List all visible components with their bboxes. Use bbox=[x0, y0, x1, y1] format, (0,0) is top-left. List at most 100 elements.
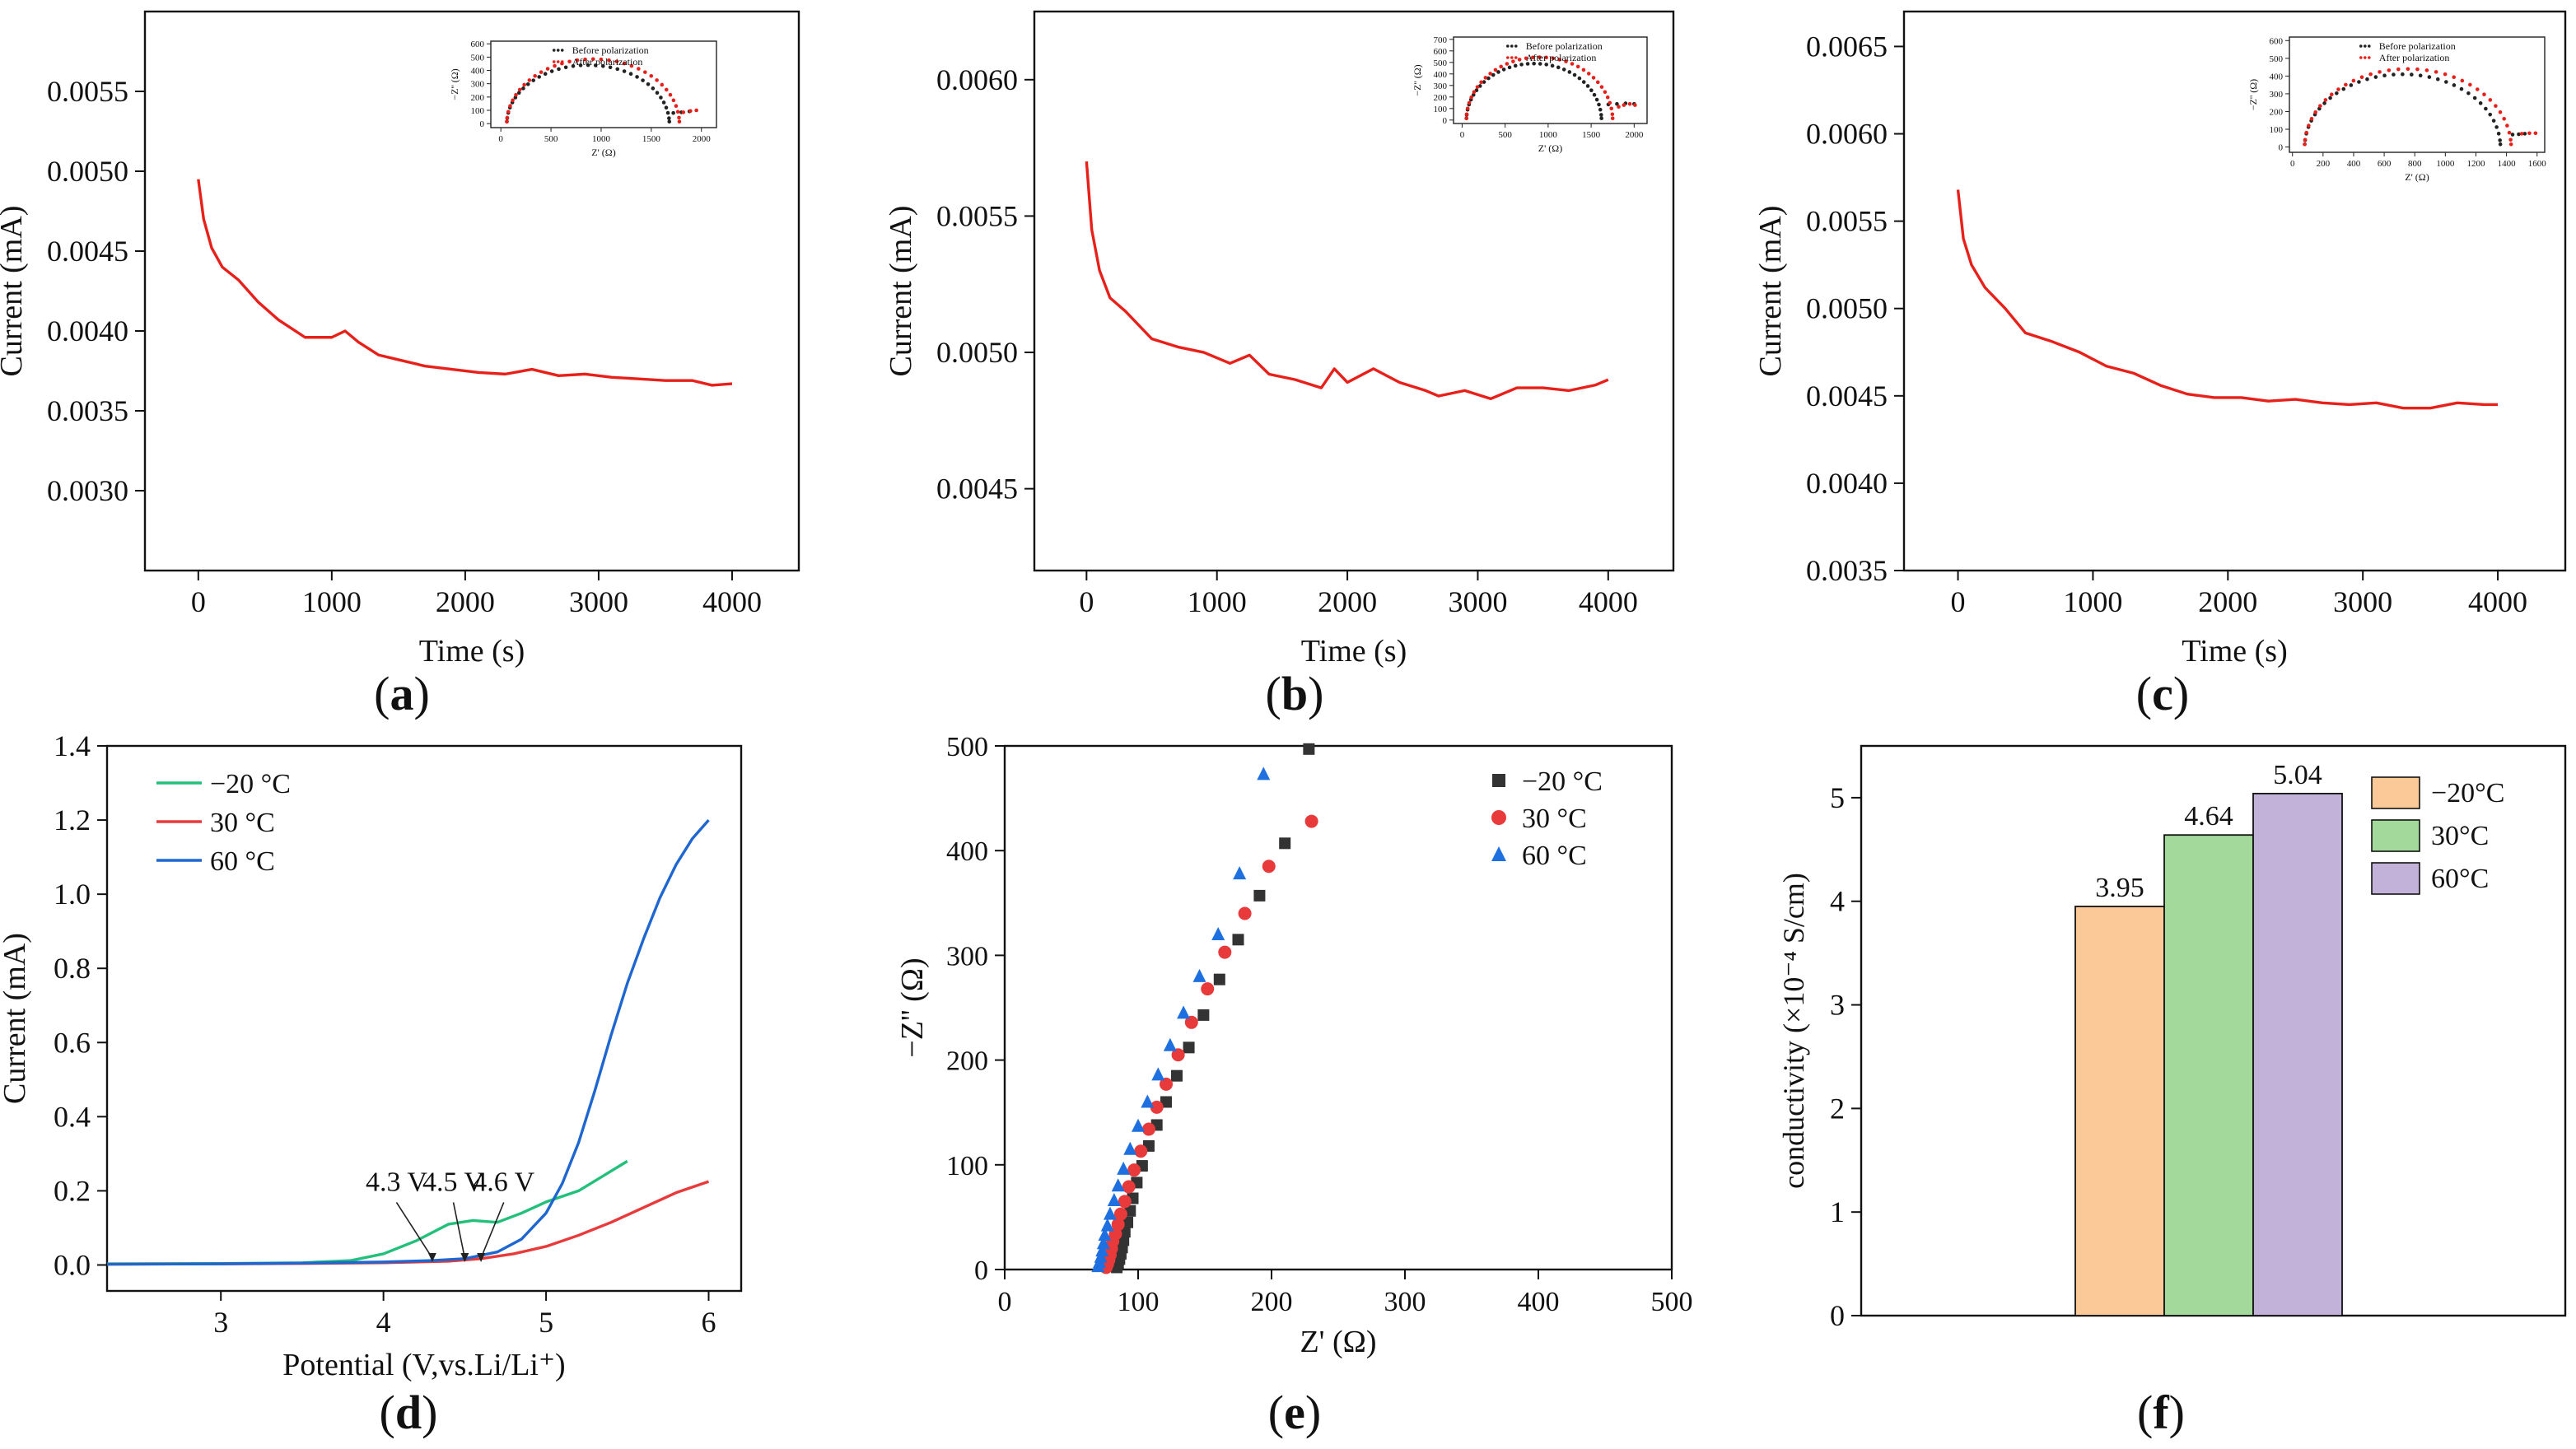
inset-point-after-b bbox=[1488, 72, 1492, 76]
x-tick-label-a: 0 bbox=[191, 585, 206, 618]
inset-point-before-c bbox=[2494, 125, 2499, 129]
plot-frame-a bbox=[143, 10, 800, 572]
inset-point-before-c bbox=[2435, 77, 2440, 82]
x-tick-label-b: 1000 bbox=[1188, 585, 1247, 618]
inset-point-after-a bbox=[629, 63, 634, 68]
inset-point-before-c bbox=[2365, 77, 2369, 82]
scatter-point-30-e bbox=[1118, 1195, 1132, 1209]
x-tick-label-d: 6 bbox=[702, 1306, 716, 1339]
inset-point-before-a bbox=[578, 63, 583, 68]
inset-point-after-b bbox=[1530, 55, 1535, 60]
inset-y-tick-label-b: 500 bbox=[1434, 58, 1448, 68]
inset-point-after-b bbox=[1617, 105, 1621, 109]
inset-legend-marker-a bbox=[560, 49, 564, 52]
inset-point-after-b bbox=[1483, 76, 1488, 80]
inset-point-after-a bbox=[514, 92, 518, 97]
inset-point-after-a bbox=[517, 87, 522, 92]
legend-label-f: −20°C bbox=[2431, 778, 2504, 808]
scatter-point-m20-e bbox=[1213, 973, 1225, 985]
inset-point-after-a bbox=[677, 115, 681, 120]
inset-point-after-a bbox=[655, 78, 659, 82]
y-tick-label-c: 0.0050 bbox=[1806, 292, 1888, 325]
y-tick-label-a: 0.0035 bbox=[47, 394, 128, 427]
y-tick-label-b: 0.0050 bbox=[936, 336, 1018, 369]
annotation-arrowhead-d bbox=[477, 1252, 486, 1262]
inset-point-after-b bbox=[1544, 55, 1548, 60]
y-tick-label-f: 0 bbox=[1830, 1299, 1845, 1332]
inset-point-after-a bbox=[506, 109, 511, 114]
inset-point-after-a bbox=[508, 104, 512, 109]
inset-point-after-a bbox=[590, 57, 595, 62]
x-tick-label-d: 4 bbox=[376, 1306, 391, 1339]
chart-a: 0 1000 2000 3000 40000.00300.00350.00400.004… bbox=[0, 10, 800, 669]
scatter-point-60-e bbox=[1192, 968, 1206, 982]
inset-point-before-b bbox=[1496, 70, 1500, 74]
x-axis-label-b: Time (s) bbox=[1301, 634, 1407, 669]
inset-point-after-c bbox=[2387, 68, 2392, 72]
scatter-point-30-e bbox=[1218, 945, 1232, 959]
inset-point-before-b bbox=[1598, 107, 1603, 112]
annotation-arrow-d bbox=[452, 1202, 466, 1259]
y-tick-label-a: 0.0040 bbox=[47, 314, 128, 347]
inset-frame-c bbox=[2289, 36, 2546, 153]
inset-point-before-b bbox=[1482, 80, 1486, 84]
bar-f-2 bbox=[2252, 792, 2343, 1316]
inset-point-after-c bbox=[2488, 98, 2493, 102]
inset-legend-marker-b bbox=[1510, 56, 1514, 59]
inset-legend-marker-c bbox=[2364, 44, 2367, 48]
inset-point-after-b bbox=[1622, 103, 1626, 107]
legend-marker-e bbox=[1492, 774, 1505, 787]
inset-point-after-b bbox=[1564, 59, 1568, 63]
y-tick-label-f: 1 bbox=[1830, 1195, 1845, 1228]
panel-a: 0 1000 2000 3000 40000.00300.00350.00400.004… bbox=[0, 10, 800, 720]
inset-point-after-b bbox=[1557, 58, 1562, 62]
x-axis-label-d: Potential (V,vs.Li/Li⁺) bbox=[282, 1348, 565, 1382]
inset-x-label-b: Z' (Ω) bbox=[1538, 142, 1562, 154]
inset-point-before-b bbox=[1567, 70, 1572, 74]
inset-x-tick-label-a: 500 bbox=[544, 134, 558, 144]
inset-point-before-a bbox=[651, 86, 656, 91]
legend-label-d: 60 °C bbox=[210, 846, 275, 877]
inset-point-before-c bbox=[2401, 72, 2405, 77]
inset-point-after-c bbox=[2307, 123, 2311, 128]
inset-a: 0 500 1000 1500 2000 0 100 200 300 400 500 600 Z' (Ω… bbox=[449, 40, 717, 158]
inset-legend-marker-c bbox=[2368, 44, 2371, 48]
inset-point-before-a bbox=[557, 67, 561, 72]
inset-y-tick-label-a: 0 bbox=[480, 119, 485, 129]
scatter-point-m20-e bbox=[1303, 743, 1315, 755]
y-tick-label-e: 0 bbox=[974, 1256, 988, 1286]
inset-x-label-c: Z' (Ω) bbox=[2405, 171, 2429, 183]
x-axis-label-c: Time (s) bbox=[2182, 634, 2287, 669]
inset-point-before-a bbox=[622, 69, 627, 73]
y-tick-label-d: 1.4 bbox=[54, 729, 91, 762]
inset-point-after-c bbox=[2533, 131, 2538, 136]
y-tick-label-e: 500 bbox=[946, 732, 988, 762]
inset-point-after-b bbox=[1595, 80, 1600, 85]
y-tick-label-a: 0.0045 bbox=[47, 235, 128, 268]
inset-point-before-b bbox=[1501, 68, 1506, 72]
annotation-label-d: 4.6 V bbox=[473, 1167, 534, 1197]
inset-point-after-c bbox=[2460, 78, 2465, 83]
inset-point-after-b bbox=[1591, 76, 1596, 80]
inset-point-before-b bbox=[1532, 61, 1536, 66]
inset-point-before-a bbox=[571, 63, 576, 68]
inset-point-before-c bbox=[2444, 80, 2448, 84]
inset-point-after-b bbox=[1464, 116, 1468, 120]
inset-point-after-a bbox=[533, 73, 537, 78]
inset-point-after-c bbox=[2318, 104, 2322, 108]
x-tick-label-c: 1000 bbox=[2063, 585, 2122, 618]
inset-x-tick-label-b: 1000 bbox=[1539, 130, 1558, 140]
annotation-arrowhead-d bbox=[460, 1252, 469, 1262]
inset-point-before-c bbox=[2510, 133, 2515, 137]
inset-point-before-a bbox=[667, 116, 671, 120]
inset-point-before-a bbox=[671, 110, 675, 115]
inset-point-after-b bbox=[1465, 106, 1470, 111]
y-axis-label-b: Current (mA) bbox=[884, 206, 918, 377]
scatter-point-60-e bbox=[1132, 1118, 1145, 1132]
x-tick-label-c: 0 bbox=[1951, 585, 1966, 618]
y-tick-label-a: 0.0050 bbox=[47, 155, 128, 188]
y-tick-label-b: 0.0045 bbox=[936, 473, 1018, 506]
x-tick-label-d: 5 bbox=[539, 1306, 553, 1339]
inset-y-tick-label-b: 0 bbox=[1443, 116, 1448, 126]
inset-point-before-c bbox=[2373, 75, 2378, 79]
